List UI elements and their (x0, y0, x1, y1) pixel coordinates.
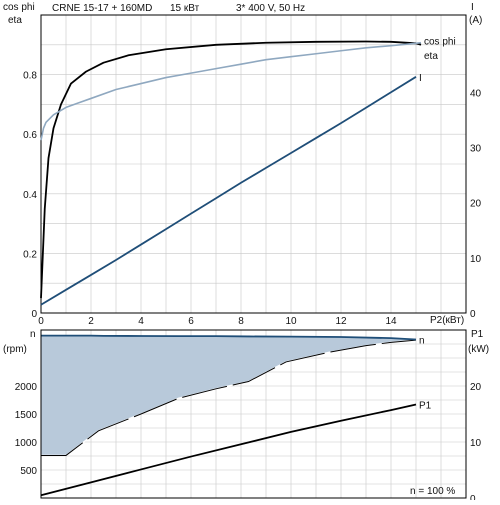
right-tick-label: 30 (470, 143, 482, 154)
right-tick-label: 40 (470, 88, 482, 99)
right-tick-label: 0 (470, 309, 476, 320)
header-supply: 3* 400 V, 50 Hz (236, 3, 305, 14)
top-grid (41, 15, 466, 313)
left-tick-label: 2000 (15, 382, 38, 393)
top-series: eta cos phi I (40, 37, 456, 306)
series-label-P1: P1 (419, 400, 432, 411)
x-tick-label: 12 (335, 316, 347, 327)
x-tick-label: 0 (38, 316, 44, 327)
top-right-axis-label-1: I (471, 2, 474, 13)
right-tick-label: 10 (470, 438, 482, 449)
bottom-plot-frame (40, 329, 467, 499)
x-tick-label: 2 (88, 316, 94, 327)
series-label-I: I (419, 73, 422, 84)
x-tick-label: 6 (188, 316, 194, 327)
bottom-series: n P1 (40, 334, 432, 497)
right-tick-label: 0 (470, 494, 476, 500)
bottom-right-axis-label-1: P1 (471, 329, 484, 340)
series-n-line (41, 334, 417, 341)
series-eta-line (40, 40, 422, 299)
header-model: CRNE 15-17 + 160MD (52, 3, 152, 14)
series-label-n: n (419, 336, 425, 347)
series-n-lower-boundary (41, 339, 417, 456)
left-tick-label: 0.2 (23, 249, 37, 260)
top-left-axis-label-1: cos phi (3, 2, 35, 13)
series-cos-phi-line (40, 41, 422, 141)
x-tick-label: 4 (138, 316, 144, 327)
right-tick-label: 20 (470, 199, 482, 210)
series-I-line (40, 76, 417, 306)
series-label-eta: eta (424, 51, 438, 62)
series-label-cos-phi: cos phi (424, 37, 456, 48)
left-tick-label: 0.6 (23, 130, 37, 141)
header: CRNE 15-17 + 160MD 15 кВт 3* 400 V, 50 H… (52, 3, 305, 14)
top-right-axis-label-2: (A) (469, 15, 482, 26)
x-tick-label: 10 (285, 316, 297, 327)
bottom-left-axis-label-2: (rpm) (3, 344, 27, 355)
x-tick-label: 8 (238, 316, 244, 327)
bottom-left-axis-label-1: n (30, 329, 36, 340)
header-power: 15 кВт (170, 3, 200, 14)
top-plot-frame (40, 14, 467, 314)
speed-annotation: n = 100 % (410, 486, 455, 497)
right-tick-label: 20 (470, 382, 482, 393)
right-tick-label: 10 (470, 254, 482, 265)
series-n-area (41, 335, 416, 456)
left-tick-label: 0.8 (23, 71, 37, 82)
series-P1-line (40, 403, 417, 497)
left-tick-label: 1000 (15, 438, 38, 449)
left-tick-label: 1500 (15, 410, 38, 421)
top-axes: 0 0.2 0.4 0.6 0.8 0 10 20 30 40 0 2 4 6 8 10 12 14 (23, 71, 481, 327)
bottom-right-axis-label-2: (kW) (468, 344, 489, 355)
top-left-axis-label-2: eta (8, 15, 22, 26)
left-tick-label: 0 (31, 309, 37, 320)
x-tick-label: 14 (385, 316, 397, 327)
top-x-axis-label: P2(кВт) (430, 315, 464, 326)
left-tick-label: 500 (20, 466, 37, 477)
left-tick-label: 0.4 (23, 190, 37, 201)
